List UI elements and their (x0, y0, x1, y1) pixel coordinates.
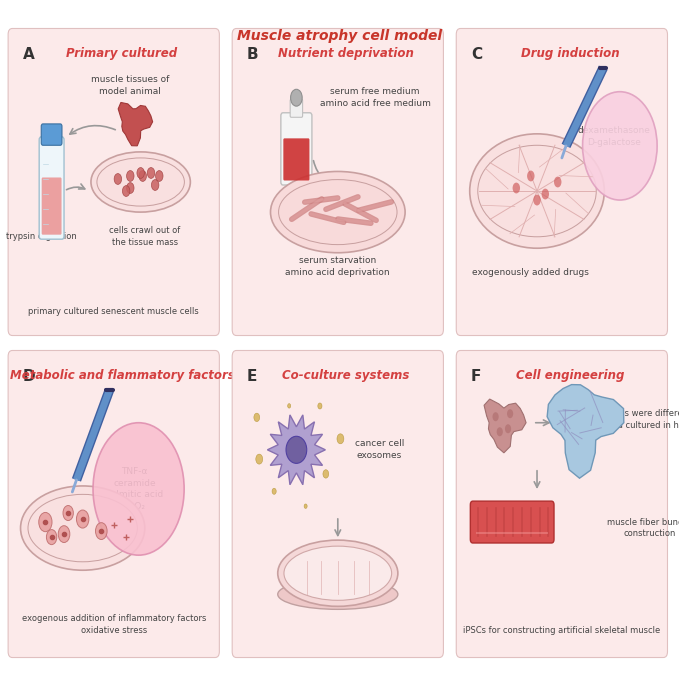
FancyBboxPatch shape (456, 351, 667, 657)
Ellipse shape (28, 494, 137, 562)
Circle shape (337, 434, 344, 444)
Text: exogenous addition of inflammatory factors
oxidative stress: exogenous addition of inflammatory facto… (22, 614, 206, 635)
Text: Cell engineering: Cell engineering (516, 368, 625, 382)
Text: Metabolic and flammatory factors: Metabolic and flammatory factors (10, 368, 234, 382)
Circle shape (505, 424, 511, 433)
Circle shape (291, 90, 302, 106)
Text: cells were differentiated
and cultured in hydrogels: cells were differentiated and cultured i… (608, 410, 679, 430)
Text: exogenously added drugs: exogenously added drugs (473, 268, 589, 277)
Circle shape (77, 510, 89, 528)
Text: A: A (22, 46, 35, 62)
Ellipse shape (478, 146, 596, 237)
Circle shape (39, 512, 52, 532)
Circle shape (513, 183, 520, 193)
Circle shape (323, 470, 329, 478)
FancyBboxPatch shape (471, 501, 554, 543)
FancyBboxPatch shape (41, 124, 62, 146)
FancyBboxPatch shape (41, 178, 62, 235)
Circle shape (507, 410, 513, 418)
Ellipse shape (286, 436, 307, 463)
Text: E: E (246, 368, 257, 384)
FancyBboxPatch shape (8, 351, 219, 657)
Circle shape (96, 523, 107, 540)
Circle shape (147, 167, 155, 178)
Text: C: C (471, 46, 482, 62)
Text: muscle fiber bundle
construction: muscle fiber bundle construction (608, 518, 679, 538)
Text: Co-culture systems: Co-culture systems (282, 368, 409, 382)
FancyBboxPatch shape (8, 29, 219, 335)
Circle shape (288, 404, 291, 408)
Circle shape (496, 427, 503, 436)
Circle shape (155, 171, 163, 181)
Polygon shape (484, 399, 526, 453)
Circle shape (554, 176, 562, 188)
Circle shape (63, 505, 73, 521)
Text: dexamethasone
D-galactose: dexamethasone D-galactose (577, 127, 650, 147)
Text: muscle tissues of
model animal: muscle tissues of model animal (91, 76, 170, 96)
FancyBboxPatch shape (290, 99, 303, 118)
Ellipse shape (470, 134, 604, 248)
Text: Muscle atrophy cell model: Muscle atrophy cell model (237, 29, 442, 43)
Ellipse shape (97, 158, 185, 206)
Circle shape (46, 530, 57, 545)
Text: B: B (246, 46, 258, 62)
Circle shape (126, 171, 134, 181)
Text: Nutrient deprivation: Nutrient deprivation (278, 46, 414, 60)
Circle shape (58, 526, 70, 543)
FancyBboxPatch shape (456, 29, 667, 335)
Circle shape (151, 180, 159, 190)
Circle shape (122, 186, 130, 197)
FancyBboxPatch shape (232, 29, 443, 335)
Polygon shape (118, 102, 153, 146)
Text: D: D (22, 368, 35, 384)
Text: Drug induction: Drug induction (521, 46, 619, 60)
Polygon shape (268, 415, 325, 484)
Ellipse shape (91, 152, 190, 212)
Text: cancer cell
exosomes: cancer cell exosomes (354, 440, 404, 460)
Text: serum free medium
amino acid free medium: serum free medium amino acid free medium (320, 88, 430, 108)
Text: iPSCs for constructing artificial skeletal muscle: iPSCs for constructing artificial skelet… (463, 626, 661, 635)
Ellipse shape (278, 540, 398, 606)
Circle shape (126, 183, 134, 193)
Circle shape (139, 171, 147, 181)
Ellipse shape (20, 486, 145, 570)
Circle shape (93, 423, 184, 555)
Circle shape (583, 92, 657, 200)
Text: trypsin digestion: trypsin digestion (6, 232, 77, 241)
Circle shape (542, 188, 549, 199)
Circle shape (318, 403, 322, 409)
Ellipse shape (278, 580, 398, 609)
Ellipse shape (284, 546, 392, 601)
Circle shape (254, 413, 259, 421)
Circle shape (304, 504, 307, 508)
Text: Primary cultured: Primary cultured (67, 46, 178, 60)
Ellipse shape (270, 172, 405, 253)
Polygon shape (547, 384, 624, 478)
Circle shape (492, 412, 498, 421)
Circle shape (256, 454, 263, 464)
Text: serum starvation
amino acid deprivation: serum starvation amino acid deprivation (285, 256, 390, 276)
FancyBboxPatch shape (281, 113, 312, 185)
Ellipse shape (278, 180, 397, 244)
Circle shape (137, 167, 145, 178)
Circle shape (527, 171, 534, 181)
Text: F: F (471, 368, 481, 384)
Circle shape (533, 195, 540, 206)
Text: cells crawl out of
the tissue mass: cells crawl out of the tissue mass (109, 226, 181, 246)
FancyBboxPatch shape (39, 136, 64, 239)
Text: primary cultured senescent muscle cells: primary cultured senescent muscle cells (29, 307, 199, 316)
FancyBboxPatch shape (232, 351, 443, 657)
FancyBboxPatch shape (283, 139, 310, 181)
Text: TNF-α
ceramide
palmitic acid
H₂O₂: TNF-α ceramide palmitic acid H₂O₂ (105, 467, 164, 511)
Circle shape (114, 174, 122, 184)
Circle shape (272, 489, 276, 494)
